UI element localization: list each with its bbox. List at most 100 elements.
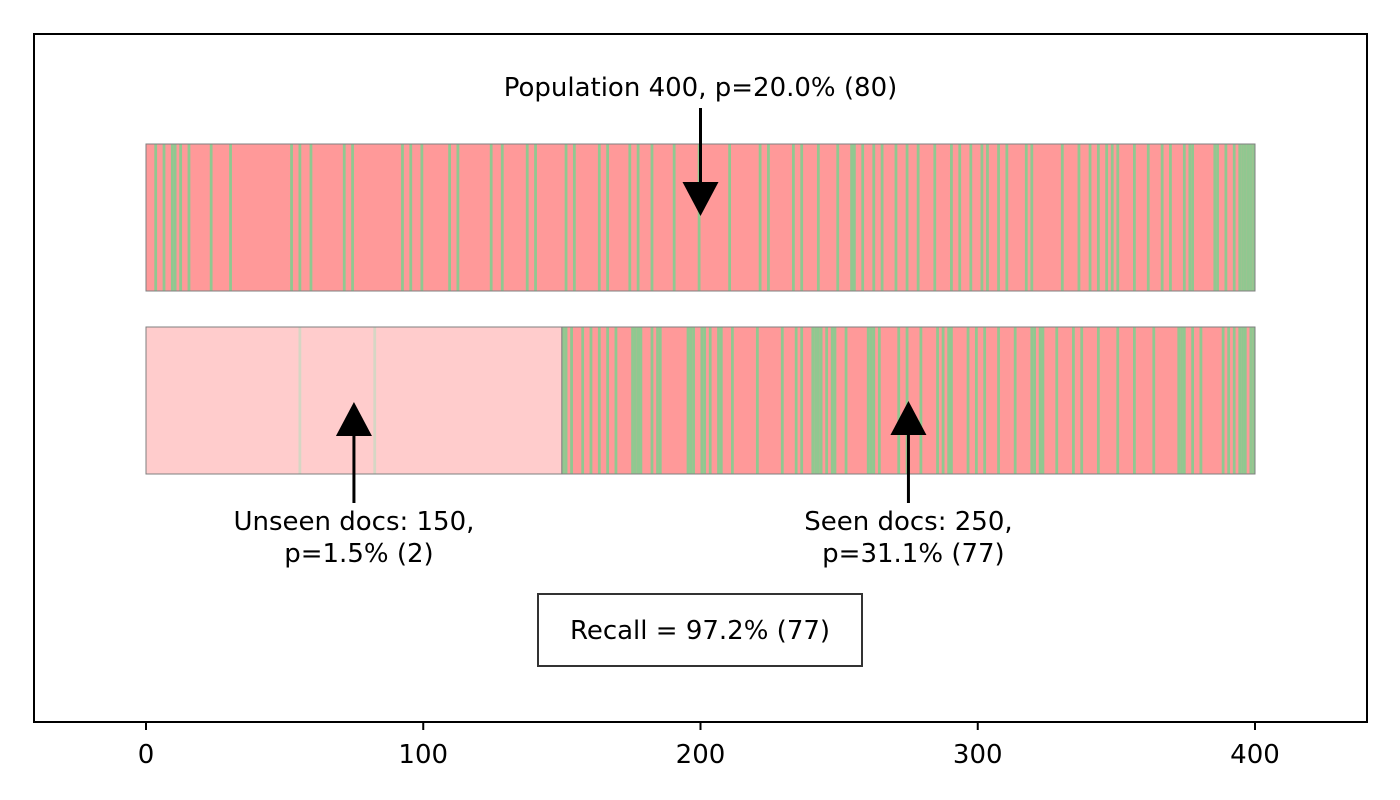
population-relevant-doc-37 (836, 144, 840, 291)
seen-relevant-doc-47 (966, 327, 970, 474)
population-annotation: Population 400, p=20.0% (80) (504, 73, 898, 103)
seen-relevant-doc-34 (833, 327, 837, 474)
population-relevant-doc-45 (933, 144, 937, 291)
population-relevant-doc-64 (1160, 144, 1164, 291)
annotation-arrows (335, 108, 927, 503)
seen-relevant-doc-19 (703, 327, 707, 474)
population-relevant-doc-23 (572, 144, 576, 291)
population-relevant-doc-44 (916, 144, 920, 291)
population-relevant-doc-78 (1213, 144, 1217, 291)
seen-relevant-doc-40 (897, 327, 901, 474)
seen-relevant-doc-15 (686, 327, 690, 474)
population-relevant-doc-0 (154, 144, 158, 291)
population-relevant-doc-39 (861, 144, 865, 291)
seen-arrow-head (890, 401, 927, 435)
seen-relevant-doc-24 (755, 327, 759, 474)
seen-relevant-doc-64 (1180, 327, 1183, 474)
population-relevant-doc-9 (298, 144, 302, 291)
seen-relevant-doc-70 (1232, 327, 1236, 474)
seen-relevant-doc-20 (708, 327, 712, 474)
seen-relevant-doc-44 (941, 327, 945, 474)
seen-relevant-doc-17 (692, 327, 695, 474)
seen-relevant-doc-53 (1033, 327, 1036, 474)
seen-relevant-doc-45 (947, 327, 951, 474)
seen-relevant-doc-31 (819, 327, 823, 474)
seen-annotation-line2: p=31.1% (77) (822, 539, 1005, 569)
population-relevant-doc-32 (758, 144, 762, 291)
seen-relevant-doc-3 (581, 327, 585, 474)
seen-relevant-doc-11 (639, 327, 643, 474)
seen-relevant-doc-7 (614, 327, 618, 474)
recall-annotation: Recall = 97.2% (77) (570, 616, 830, 646)
seen-relevant-doc-25 (780, 327, 784, 474)
population-relevant-doc-57 (1088, 144, 1092, 291)
population-arrow-head (682, 182, 719, 216)
unseen-relevant-doc-1 (373, 327, 377, 474)
seen-relevant-doc-56 (1055, 327, 1059, 474)
population-relevant-doc-41 (880, 144, 884, 291)
seen-relevant-doc-50 (997, 327, 1000, 474)
seen-relevant-doc-54 (1038, 327, 1042, 474)
seen-relevant-doc-6 (606, 327, 610, 474)
population-relevant-doc-63 (1146, 144, 1150, 291)
unseen-annotation-line1: Unseen docs: 150, (233, 507, 474, 537)
population-relevant-doc-59 (1105, 144, 1109, 291)
population-relevant-doc-29 (672, 144, 676, 291)
population-relevant-doc-74 (1243, 144, 1247, 291)
seen-relevant-doc-49 (983, 327, 987, 474)
recall-box (537, 593, 863, 667)
seen-relevant-doc-27 (800, 327, 804, 474)
seen-relevant-doc-18 (700, 327, 704, 474)
seen-relevant-doc-30 (816, 327, 820, 474)
seen-relevant-doc-51 (1013, 327, 1017, 474)
population-relevant-doc-47 (958, 144, 962, 291)
seen-relevant-doc-9 (633, 327, 637, 474)
unseen-relevant-doc-0 (298, 327, 302, 474)
seen-relevant-doc-73 (1243, 327, 1247, 474)
seen-relevant-doc-74 (1249, 327, 1253, 474)
population-relevant-doc-61 (1116, 144, 1120, 291)
population-relevant-doc-76 (1249, 144, 1253, 291)
seen-relevant-doc-65 (1182, 327, 1186, 474)
seen-relevant-doc-36 (866, 327, 870, 474)
seen-relevant-doc-60 (1116, 327, 1120, 474)
seen-relevant-doc-14 (658, 327, 662, 474)
seen-relevant-doc-26 (794, 327, 798, 474)
population-relevant-doc-69 (1216, 144, 1219, 291)
x-tick-label-0: 0 (138, 740, 155, 770)
seen-relevant-doc-12 (650, 327, 654, 474)
population-relevant-doc-20 (525, 144, 529, 291)
population-relevant-doc-54 (1030, 144, 1034, 291)
population-relevant-doc-2 (170, 144, 174, 291)
seen-relevant-doc-28 (811, 327, 815, 474)
seen-relevant-doc-4 (589, 327, 593, 474)
population-relevant-doc-36 (816, 144, 820, 291)
seen-relevant-doc-48 (974, 327, 978, 474)
population-relevant-doc-11 (342, 144, 346, 291)
population-relevant-doc-58 (1096, 144, 1100, 291)
seen-relevant-doc-67 (1199, 327, 1203, 474)
population-relevant-doc-34 (791, 144, 795, 291)
population-relevant-doc-53 (1024, 144, 1028, 291)
seen-relevant-doc-29 (814, 327, 817, 474)
seen-relevant-doc-75 (1252, 327, 1255, 474)
population-relevant-doc-75 (1246, 144, 1250, 291)
seen-relevant-doc-16 (689, 327, 693, 474)
unseen-arrow-head (335, 402, 372, 436)
seen-relevant-doc-72 (1241, 327, 1244, 474)
seen-relevant-doc-43 (936, 327, 939, 474)
population-relevant-doc-19 (500, 144, 504, 291)
seen-relevant-doc-57 (1072, 327, 1075, 474)
population-relevant-doc-13 (401, 144, 404, 291)
seen-relevant-doc-63 (1177, 327, 1181, 474)
population-relevant-doc-77 (1252, 144, 1255, 291)
population-relevant-doc-6 (209, 144, 213, 291)
seen-relevant-doc-38 (872, 327, 876, 474)
population-relevant-doc-21 (534, 144, 537, 291)
population-relevant-doc-71 (1232, 144, 1236, 291)
seen-relevant-doc-8 (631, 327, 634, 474)
seen-relevant-doc-13 (656, 327, 659, 474)
seen-annotation-line1: Seen docs: 250, (804, 507, 1012, 537)
seen-relevant-doc-2 (570, 327, 573, 474)
